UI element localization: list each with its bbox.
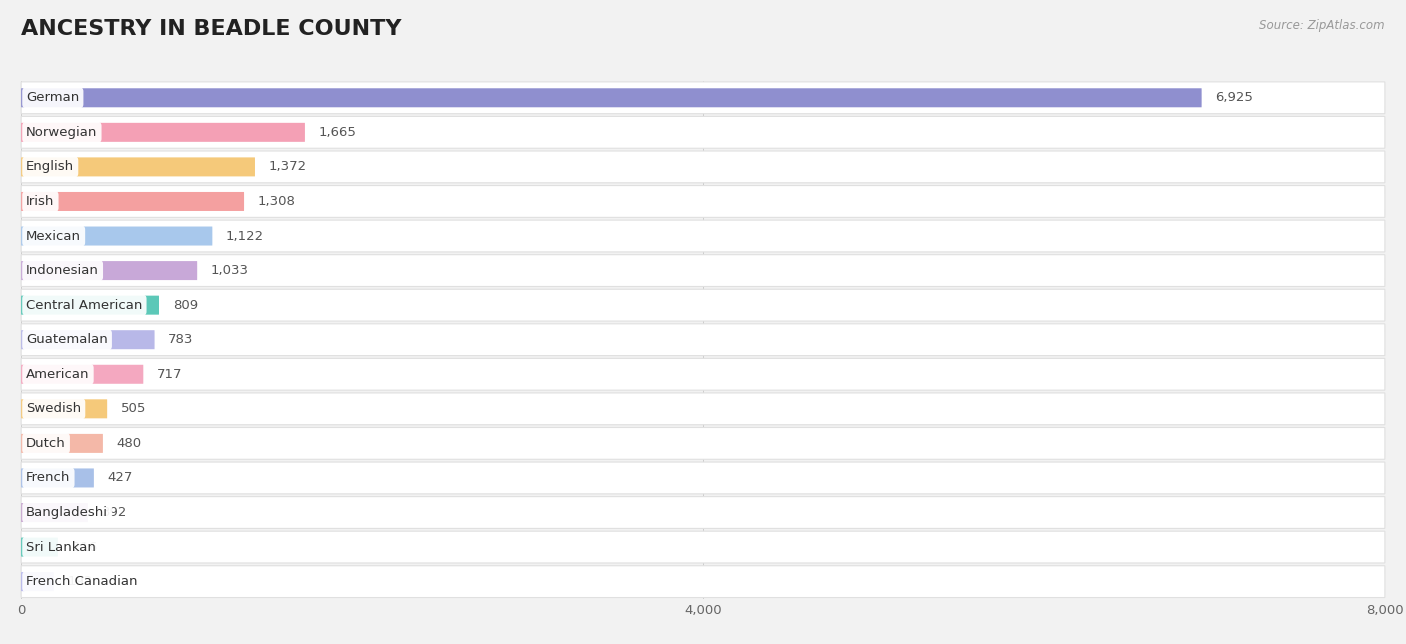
FancyBboxPatch shape [21,82,1385,114]
Text: Central American: Central American [27,299,142,312]
FancyBboxPatch shape [21,565,1385,598]
Text: English: English [27,160,75,173]
FancyBboxPatch shape [21,365,143,384]
Text: ANCESTRY IN BEADLE COUNTY: ANCESTRY IN BEADLE COUNTY [21,19,402,39]
FancyBboxPatch shape [21,428,1385,459]
Text: 717: 717 [157,368,183,381]
Text: German: German [27,91,80,104]
FancyBboxPatch shape [21,227,212,245]
FancyBboxPatch shape [21,399,107,419]
FancyBboxPatch shape [21,538,58,556]
Text: 480: 480 [117,437,142,450]
Text: Norwegian: Norwegian [27,126,97,139]
Text: French Canadian: French Canadian [27,575,138,588]
Text: French: French [27,471,70,484]
FancyBboxPatch shape [21,468,94,488]
FancyBboxPatch shape [21,531,1385,563]
Text: 192: 192 [67,575,93,588]
Text: 392: 392 [101,506,127,519]
FancyBboxPatch shape [21,296,159,315]
Text: Irish: Irish [27,195,55,208]
Text: Guatemalan: Guatemalan [27,333,108,346]
Text: 809: 809 [173,299,198,312]
FancyBboxPatch shape [21,324,1385,355]
Text: 1,665: 1,665 [319,126,357,139]
FancyBboxPatch shape [21,462,1385,494]
Text: Indonesian: Indonesian [27,264,98,277]
Text: 1,122: 1,122 [226,229,264,243]
FancyBboxPatch shape [21,358,1385,390]
Text: 1,372: 1,372 [269,160,307,173]
Text: Source: ZipAtlas.com: Source: ZipAtlas.com [1260,19,1385,32]
FancyBboxPatch shape [21,192,245,211]
FancyBboxPatch shape [21,330,155,349]
Text: Mexican: Mexican [27,229,82,243]
FancyBboxPatch shape [21,434,103,453]
FancyBboxPatch shape [21,151,1385,183]
FancyBboxPatch shape [21,503,89,522]
Text: Sri Lankan: Sri Lankan [27,540,96,554]
Text: American: American [27,368,90,381]
FancyBboxPatch shape [21,123,305,142]
Text: Swedish: Swedish [27,402,82,415]
Text: 783: 783 [169,333,194,346]
Text: 505: 505 [121,402,146,415]
Text: 216: 216 [72,540,97,554]
FancyBboxPatch shape [21,289,1385,321]
FancyBboxPatch shape [21,88,1202,108]
FancyBboxPatch shape [21,157,254,176]
Text: Dutch: Dutch [27,437,66,450]
FancyBboxPatch shape [21,572,53,591]
Text: 6,925: 6,925 [1215,91,1253,104]
FancyBboxPatch shape [21,497,1385,529]
Text: 1,033: 1,033 [211,264,249,277]
FancyBboxPatch shape [21,117,1385,148]
Text: 1,308: 1,308 [257,195,295,208]
Text: Bangladeshi: Bangladeshi [27,506,108,519]
FancyBboxPatch shape [21,393,1385,425]
Text: 427: 427 [107,471,134,484]
FancyBboxPatch shape [21,220,1385,252]
FancyBboxPatch shape [21,261,197,280]
FancyBboxPatch shape [21,254,1385,287]
FancyBboxPatch shape [21,185,1385,218]
